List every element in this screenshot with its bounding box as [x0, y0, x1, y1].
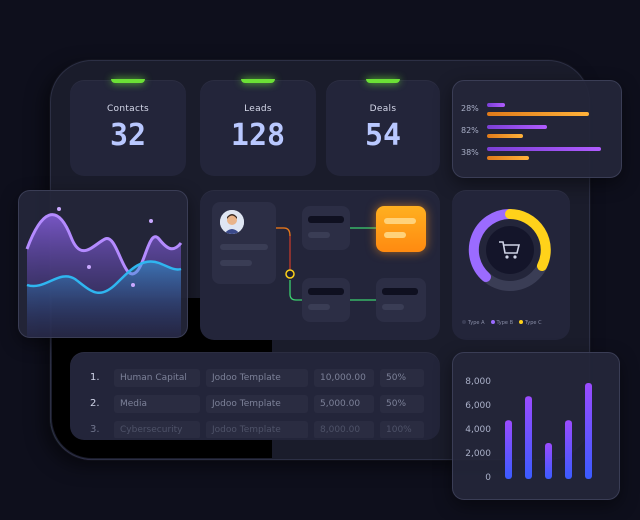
- avatar: [220, 210, 244, 234]
- profile-node[interactable]: [212, 202, 276, 284]
- donut-legend: Type A Type B Type C: [462, 320, 542, 326]
- table-row[interactable]: 1. Human Capital Jodoo Template 10,000.0…: [86, 369, 424, 387]
- bar-2: [525, 396, 532, 479]
- cell-name: Media: [114, 395, 200, 413]
- progress-bar-orange: [487, 134, 523, 138]
- placeholder-text: [384, 218, 416, 224]
- donut-segment-purple: [468, 208, 515, 282]
- cell-amount: 10,000.00: [314, 369, 374, 387]
- stat-label: Deals: [369, 104, 397, 114]
- progress-card[interactable]: 28% 82% 38%: [452, 80, 622, 178]
- progress-row: 28%: [461, 103, 607, 121]
- y-tick-label: 0: [485, 473, 491, 483]
- status-indicator: [241, 79, 275, 83]
- wave-point: [149, 219, 153, 223]
- bar-3: [545, 443, 552, 479]
- placeholder-text: [308, 232, 330, 238]
- y-tick-label: 8,000: [465, 377, 491, 387]
- placeholder-text: [308, 216, 344, 223]
- progress-row: 38%: [461, 147, 607, 165]
- stat-label: Leads: [244, 104, 272, 114]
- progress-bar-purple: [487, 103, 505, 107]
- legend-item-type-c: Type C: [519, 320, 542, 326]
- progress-bar-orange: [487, 156, 529, 160]
- stat-label: Contacts: [106, 104, 150, 114]
- status-indicator: [111, 79, 145, 83]
- stat-value: 128: [230, 118, 286, 153]
- table-row[interactable]: 2. Media Jodoo Template 5,000.00 50%: [86, 395, 424, 413]
- wave-point: [131, 283, 135, 287]
- cell-amount: 5,000.00: [314, 395, 374, 413]
- wave-area-blue: [27, 261, 181, 337]
- cell-percent: 50%: [380, 395, 424, 413]
- placeholder-text: [308, 304, 330, 310]
- bar-1: [505, 420, 512, 479]
- stat-card-leads[interactable]: Leads 128: [200, 79, 316, 176]
- cell-amount: 8,000.00: [314, 421, 374, 438]
- row-number: 2.: [90, 398, 100, 409]
- placeholder-text: [382, 304, 404, 310]
- bar-chart: [505, 383, 592, 479]
- wave-line-blue: [26, 260, 182, 295]
- workflow-node[interactable]: [376, 278, 426, 322]
- stat-value: 54: [364, 118, 402, 153]
- placeholder-text: [382, 288, 418, 295]
- cell-template: Jodoo Template: [206, 421, 308, 438]
- stat-card-deals[interactable]: Deals 54: [326, 79, 440, 176]
- row-number: 3.: [90, 424, 100, 435]
- wave-point: [57, 207, 61, 211]
- wave-chart-card[interactable]: [18, 190, 188, 338]
- legend-item-type-a: Type A: [462, 320, 485, 326]
- progress-label: 82%: [461, 126, 479, 135]
- wave-chart: [25, 207, 183, 337]
- placeholder-text: [384, 232, 406, 238]
- stat-value: 32: [109, 118, 147, 153]
- progress-label: 28%: [461, 104, 479, 113]
- placeholder-text: [220, 244, 268, 250]
- y-tick-label: 6,000: [465, 401, 491, 411]
- donut-center: [486, 226, 534, 274]
- workflow-node-active[interactable]: [376, 206, 426, 252]
- donut-card[interactable]: Type A Type B Type C: [452, 190, 570, 340]
- donut-segment-yellow: [505, 209, 551, 271]
- progress-bar-orange: [487, 112, 589, 116]
- progress-bar-purple: [487, 147, 601, 151]
- cell-percent: 100%: [380, 421, 424, 438]
- row-number: 1.: [90, 372, 100, 383]
- donut-chart: [468, 208, 551, 291]
- bar-chart-card[interactable]: 8,000 6,000 4,000 2,000 0: [452, 352, 620, 500]
- wave-line-purple: [25, 213, 183, 276]
- progress-label: 38%: [461, 148, 479, 157]
- progress-bar-purple: [487, 125, 547, 129]
- progress-row: 82%: [461, 125, 607, 143]
- bar-5: [585, 383, 592, 479]
- y-tick-label: 2,000: [465, 449, 491, 459]
- workflow-node[interactable]: [302, 278, 350, 322]
- stat-card-contacts[interactable]: Contacts 32: [70, 79, 186, 176]
- cart-icon: [499, 241, 521, 259]
- cell-percent: 50%: [380, 369, 424, 387]
- cell-name: Human Capital: [114, 369, 200, 387]
- cell-name: Cybersecurity: [114, 421, 200, 438]
- workflow-node[interactable]: [302, 206, 350, 250]
- wave-point: [87, 265, 91, 269]
- connector-node: [285, 269, 295, 279]
- placeholder-text: [220, 260, 252, 266]
- status-indicator: [366, 79, 400, 83]
- legend-item-type-b: Type B: [490, 320, 513, 326]
- cell-template: Jodoo Template: [206, 395, 308, 413]
- person-icon: [220, 210, 244, 234]
- placeholder-text: [308, 288, 344, 295]
- table-row[interactable]: 3. Cybersecurity Jodoo Template 8,000.00…: [86, 421, 424, 438]
- bar-4: [565, 420, 572, 479]
- workflow-connectors: [276, 227, 376, 301]
- y-tick-label: 4,000: [465, 425, 491, 435]
- cell-template: Jodoo Template: [206, 369, 308, 387]
- workflow-card[interactable]: [200, 190, 440, 340]
